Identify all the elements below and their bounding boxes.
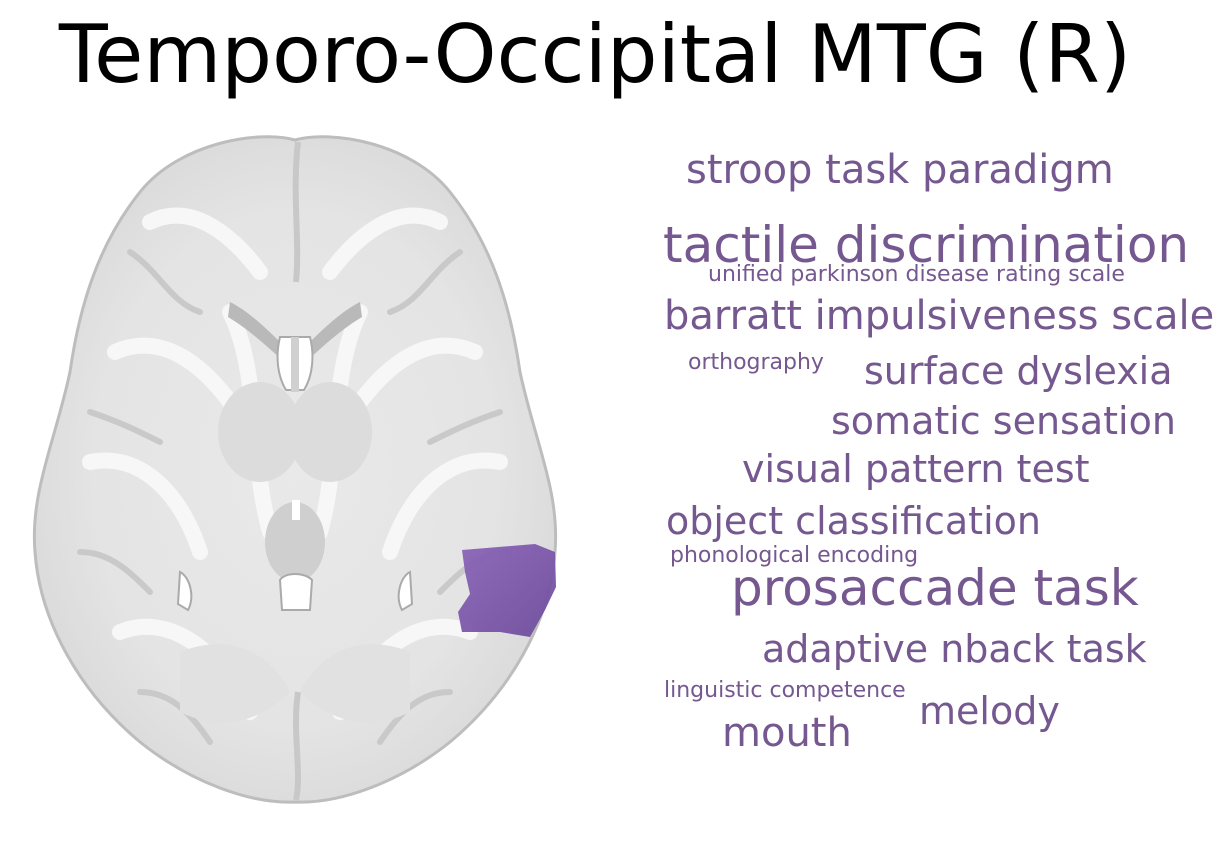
word-cloud-term: mouth (722, 710, 852, 756)
word-cloud-term: tactile discrimination (663, 216, 1190, 274)
occipital-horn-right (397, 570, 414, 612)
word-cloud-term: surface dyslexia (864, 349, 1173, 393)
midline-fissure (292, 141, 301, 283)
word-cloud-term: somatic sensation (831, 399, 1176, 443)
word-cloud-term: melody (919, 689, 1060, 733)
word-cloud-term: linguistic competence (664, 678, 906, 703)
brain-axial-slice (32, 135, 558, 804)
word-cloud-term: unified parkinson disease rating scale (708, 262, 1125, 287)
word-cloud-term: barratt impulsiveness scale (664, 293, 1215, 339)
word-cloud-term: phonological encoding (670, 543, 919, 568)
word-cloud-term: adaptive nback task (762, 627, 1147, 671)
page-title: Temporo-Occipital MTG (R) (58, 8, 1132, 101)
word-cloud-term: stroop task paradigm (686, 147, 1114, 193)
lateral-ventricle-left (228, 302, 285, 360)
word-cloud-term: orthography (688, 350, 824, 375)
occipital-horn-left (176, 570, 193, 612)
highlighted-region (458, 544, 556, 637)
word-cloud-term: object classification (666, 499, 1041, 543)
word-cloud-term: visual pattern test (742, 447, 1090, 491)
word-cloud-term: prosaccade task (731, 559, 1139, 617)
lateral-ventricle-right (305, 302, 362, 360)
